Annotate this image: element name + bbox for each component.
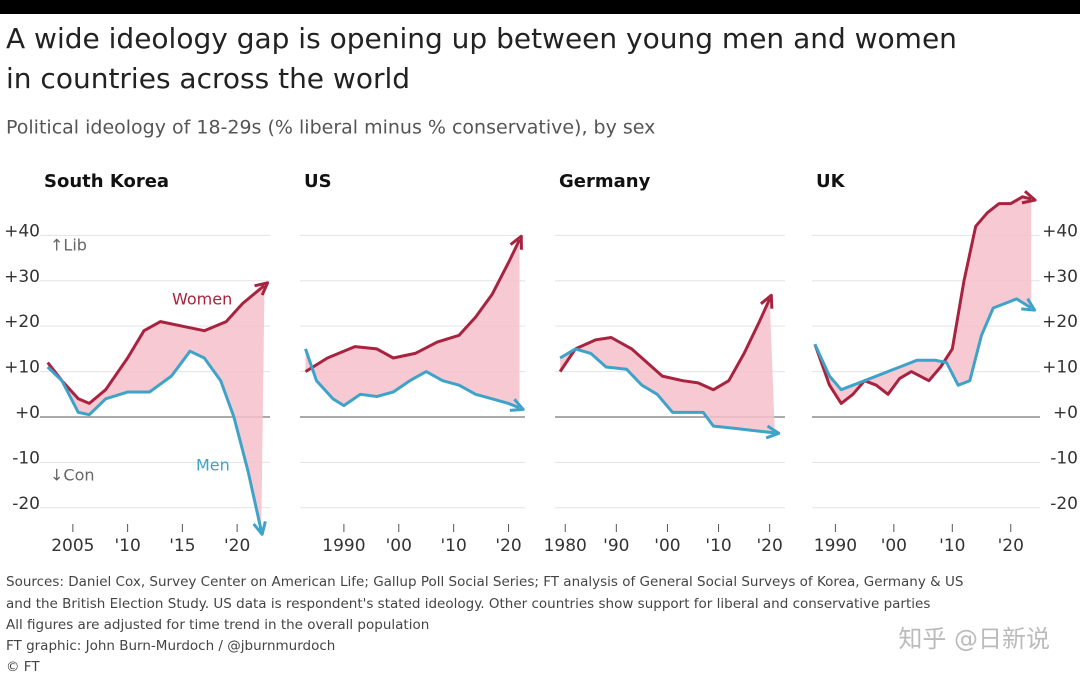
line [46,284,266,405]
y-tick-label: +10 [1042,358,1078,378]
x-tick-label: '10 [114,536,140,556]
gap-area [560,298,775,433]
x-tick-label: '20 [757,536,783,556]
y-tick-label: +20 [1042,312,1078,332]
gap-area [305,239,520,408]
x-tick-label: '10 [939,536,965,556]
line [813,195,1032,405]
source: FT graphic: John Burn-Murdoch / @jburnmu… [6,638,335,654]
x-tick-label: '20 [495,536,521,556]
arrow-head [252,520,267,536]
y-tick-label: +0 [15,403,40,423]
top-bar [0,0,1080,14]
x-tick-label: '00 [654,536,680,556]
arrow-head [765,424,781,440]
line [304,348,521,410]
line [558,298,772,392]
x-tick-label: 2005 [51,536,94,556]
x-tick-label: '20 [998,536,1024,556]
x-tick-label: 1990 [814,536,857,556]
panel-title: UK [816,171,846,192]
y-tick-label: -20 [12,494,40,514]
line [46,349,263,531]
line [559,347,775,435]
gap-area [47,285,265,531]
y-tick-label: -10 [12,448,40,468]
subtitle: Political ideology of 18-29s (% liberal … [6,117,655,139]
y-tick-label: -10 [1050,448,1078,468]
arrow-head [1021,190,1037,205]
x-tick-label: '10 [441,536,467,556]
y-tick-label: -20 [1050,494,1078,514]
source: © FT [6,659,40,675]
gap-area [814,196,1032,404]
y-tick-label: +30 [1042,267,1078,287]
arrow-head [759,293,774,309]
x-tick-label: '90 [603,536,629,556]
series-label: Women [172,290,232,309]
arrow-head [1021,297,1037,312]
x-tick-label: '00 [881,536,907,556]
x-tick-label: 1980 [544,536,587,556]
source: and the British Election Study. US data … [6,596,930,612]
line [813,297,1032,392]
y-tick-label: +40 [4,221,40,241]
y-tick-label: +40 [1042,221,1078,241]
arrow-head [254,281,270,296]
x-tick-label: '15 [169,536,195,556]
annotation: ↓Con [50,466,95,485]
x-tick-label: 1990 [322,536,365,556]
panel-title: Germany [559,171,651,192]
x-tick-label: '00 [386,536,412,556]
panel-title: US [304,171,332,192]
line [304,239,521,373]
chart-title: A wide ideology gap is opening up betwee… [6,22,957,55]
source: All figures are adjusted for time trend … [6,617,429,633]
x-tick-label: '10 [705,536,731,556]
arrow-head [509,398,525,412]
source: Sources: Daniel Cox, Survey Center on Am… [6,574,963,590]
y-tick-label: +20 [4,312,40,332]
series-label: Men [196,456,230,475]
chart-title: in countries across the world [6,62,410,95]
y-tick-label: +30 [4,267,40,287]
y-tick-label: +0 [1053,403,1078,423]
arrow-head [509,234,523,250]
y-tick-label: +10 [4,358,40,378]
watermark: 知乎 @日新说 [898,625,1050,653]
x-tick-label: '20 [224,536,250,556]
annotation: ↑Lib [50,236,87,255]
panel-title: South Korea [44,171,169,192]
